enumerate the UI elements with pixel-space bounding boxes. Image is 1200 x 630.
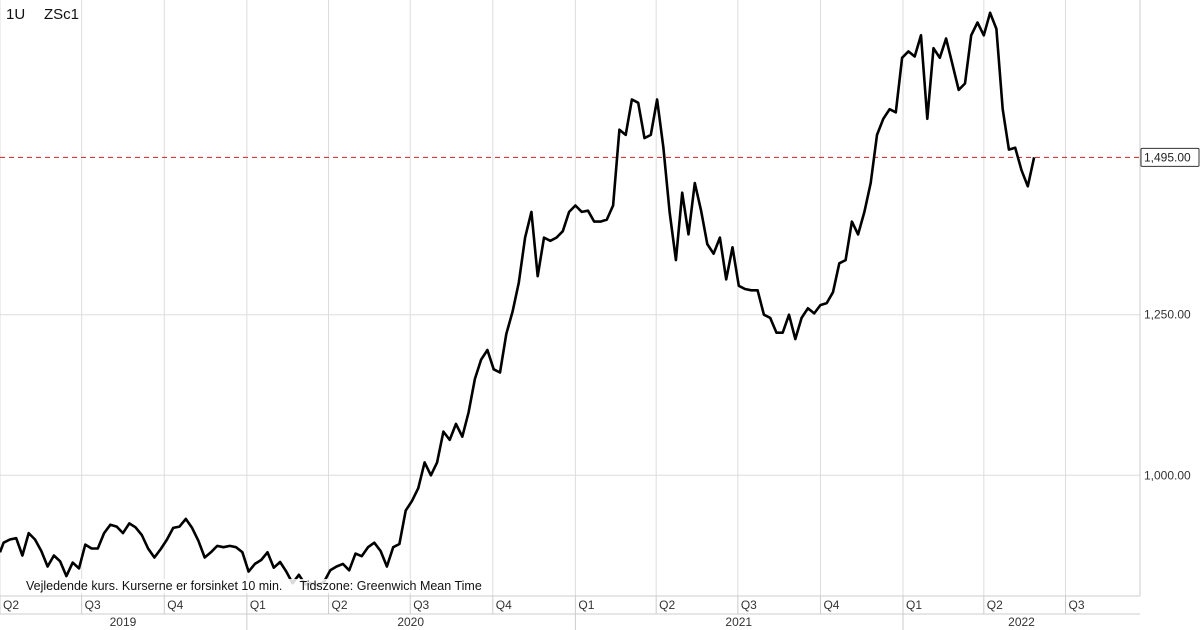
x-axis-background — [0, 596, 1140, 630]
quarter-label-4: Q2 — [332, 598, 348, 612]
year-label-2021: 2021 — [725, 615, 752, 629]
quarter-label-1: Q3 — [85, 598, 101, 612]
quarter-label-3: Q1 — [250, 598, 266, 612]
chart-grid — [0, 0, 1141, 596]
quarter-label-5: Q3 — [413, 598, 429, 612]
year-label-2019: 2019 — [110, 615, 137, 629]
last-price-box — [1140, 147, 1200, 167]
quarter-label-13: Q3 — [1068, 598, 1084, 612]
y-axis: 1,000.00 1,250.00 — [1144, 308, 1191, 483]
quarter-label-8: Q2 — [659, 598, 675, 612]
footnote: Vejledende kurs. Kurserne er forsinket 1… — [24, 579, 484, 593]
last-price-badge: 1,495.00 — [1140, 147, 1200, 167]
year-label-2022: 2022 — [1008, 615, 1035, 629]
last-price-label: 1,495.00 — [1144, 150, 1191, 164]
series-line-price — [0, 11, 1036, 587]
quarter-label-7: Q1 — [578, 598, 594, 612]
year-label-2020: 2020 — [397, 615, 424, 629]
quarter-label-0: Q2 — [3, 598, 19, 612]
quarter-label-11: Q1 — [906, 598, 922, 612]
y-tick-label-0: 1,000.00 — [1144, 468, 1191, 482]
quarter-label-2: Q4 — [167, 598, 183, 612]
period-label[interactable]: 1U — [6, 6, 26, 23]
y-tick-label-1: 1,250.00 — [1144, 308, 1191, 322]
symbol-label[interactable]: ZSc1 — [44, 6, 80, 23]
quarter-label-6: Q4 — [496, 598, 512, 612]
quarter-label-9: Q3 — [741, 598, 757, 612]
quarter-label-10: Q4 — [823, 598, 839, 612]
quarter-label-12: Q2 — [987, 598, 1003, 612]
x-axis: Q2 Q3 Q4 Q1 Q2 Q3 Q4 Q1 Q2 Q3 Q4 Q1 Q2 Q3 2019 2020 2021… — [0, 595, 1140, 630]
